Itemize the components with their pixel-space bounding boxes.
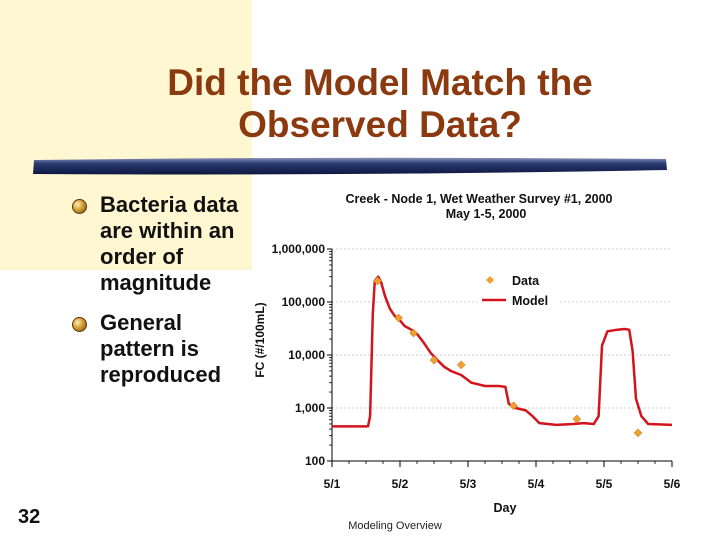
data-point-marker xyxy=(633,428,643,438)
legend-data-marker xyxy=(486,276,494,284)
data-point-marker xyxy=(456,360,466,370)
y-tick-label: 1,000,000 xyxy=(272,242,326,256)
slide-title: Did the Model Match the Observed Data? xyxy=(90,62,670,146)
chart-title: Creek - Node 1, Wet Weather Survey #1, 2… xyxy=(345,192,612,206)
x-tick-label: 5/3 xyxy=(460,477,477,491)
background-accent-block xyxy=(0,0,252,270)
legend-data-label: Data xyxy=(512,274,540,288)
legend-model-label: Model xyxy=(512,294,548,308)
slide-number: 32 xyxy=(18,506,41,528)
y-tick-label: 100,000 xyxy=(282,295,326,309)
slide-title-line-2: Observed Data? xyxy=(238,104,522,145)
data-point-marker xyxy=(394,313,403,323)
slide-title-line-1: Did the Model Match the xyxy=(167,62,593,103)
bullet-icon xyxy=(72,199,87,214)
plot-area: 100 1,000 10,000 100,000 1,000,000 5/1 5/2 5/3 5… xyxy=(272,242,681,491)
legend-box xyxy=(477,267,559,311)
data-point-marker xyxy=(429,355,439,365)
bullet-item: Bacteria data are within an order of mag… xyxy=(72,192,242,296)
x-tick-label: 5/5 xyxy=(596,477,613,491)
y-axis-label: FC (#/100mL) xyxy=(253,302,267,377)
x-axis-label: Day xyxy=(494,501,517,515)
x-tick-label: 5/4 xyxy=(528,477,545,491)
data-point-marker xyxy=(373,276,382,286)
x-tick-label: 5/1 xyxy=(324,477,341,491)
bullet-item: General pattern is reproduced xyxy=(72,310,242,388)
data-point-marker xyxy=(409,328,418,338)
bullet-text: General pattern is reproduced xyxy=(100,310,222,387)
footer-text: Modeling Overview xyxy=(348,520,442,532)
chart-subtitle: May 1-5, 2000 xyxy=(446,207,527,221)
y-tick-label: 100 xyxy=(305,454,325,468)
data-point-marker xyxy=(572,414,582,424)
x-tick-label: 5/2 xyxy=(392,477,409,491)
model-series-line xyxy=(332,275,673,428)
y-tick-label: 1,000 xyxy=(295,401,325,415)
bullet-list: Bacteria data are within an order of mag… xyxy=(72,192,242,402)
bullet-icon xyxy=(72,317,87,332)
title-divider-bar xyxy=(33,157,667,175)
data-point-marker xyxy=(509,401,518,411)
bullet-text: Bacteria data are within an order of mag… xyxy=(100,192,239,295)
y-tick-label: 10,000 xyxy=(288,348,325,362)
x-tick-label: 5/6 xyxy=(664,477,681,491)
